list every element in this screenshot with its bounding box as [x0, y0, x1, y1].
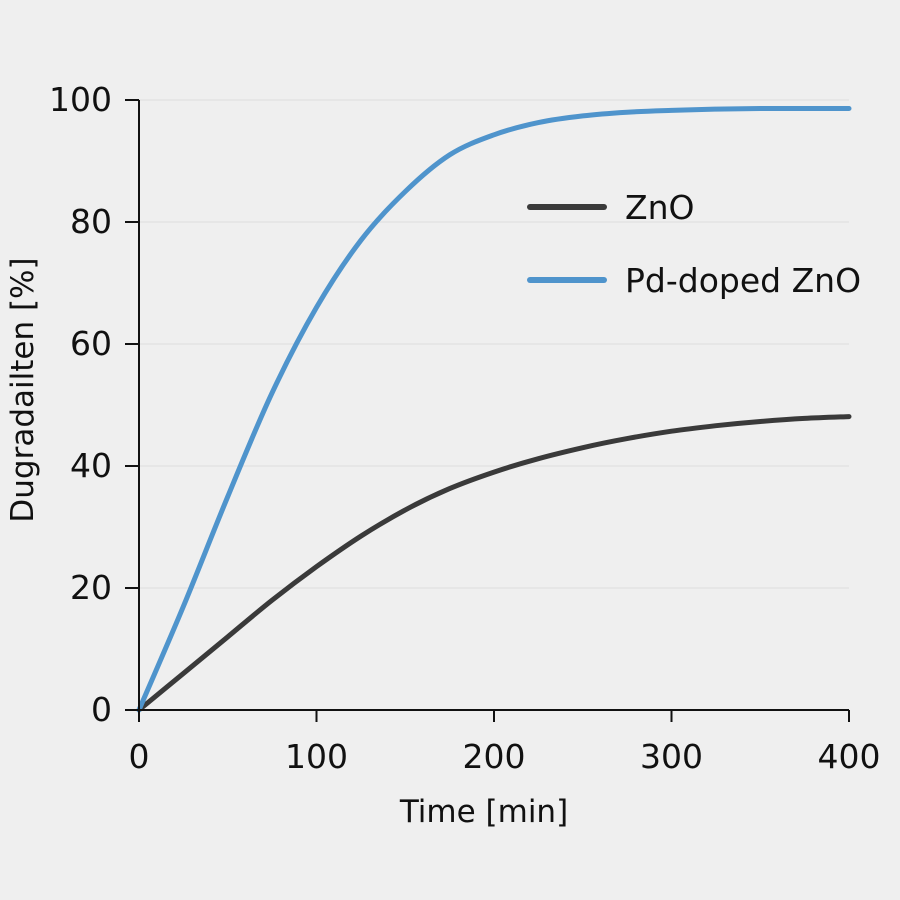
- y-tick-label: 0: [91, 690, 112, 729]
- x-tick-label: 200: [463, 737, 526, 776]
- legend: ZnO Pd-doped ZnO: [527, 188, 861, 300]
- axis-ticks: 0 20 40 60 80 100 0 100 200 300 400: [49, 80, 881, 776]
- series-lines: [136, 105, 852, 713]
- axes: [138, 100, 849, 711]
- y-tick-label: 80: [70, 202, 112, 241]
- y-tick-label: 100: [49, 80, 112, 119]
- y-axis-title: Dugradailten [%]: [5, 257, 41, 522]
- series-line-1: [136, 105, 852, 713]
- legend-label-0: ZnO: [625, 188, 695, 227]
- x-tick-label: 100: [285, 737, 348, 776]
- x-axis-title: Time [min]: [399, 794, 568, 830]
- series-line-0: [136, 414, 852, 713]
- grid-lines: [139, 99, 849, 589]
- x-tick-label: 0: [129, 737, 150, 776]
- y-tick-label: 40: [70, 446, 112, 485]
- x-tick-label: 300: [640, 737, 703, 776]
- y-tick-label: 20: [70, 568, 112, 607]
- x-tick-label: 400: [818, 737, 881, 776]
- legend-label-1: Pd-doped ZnO: [625, 261, 861, 300]
- y-tick-label: 60: [70, 324, 112, 363]
